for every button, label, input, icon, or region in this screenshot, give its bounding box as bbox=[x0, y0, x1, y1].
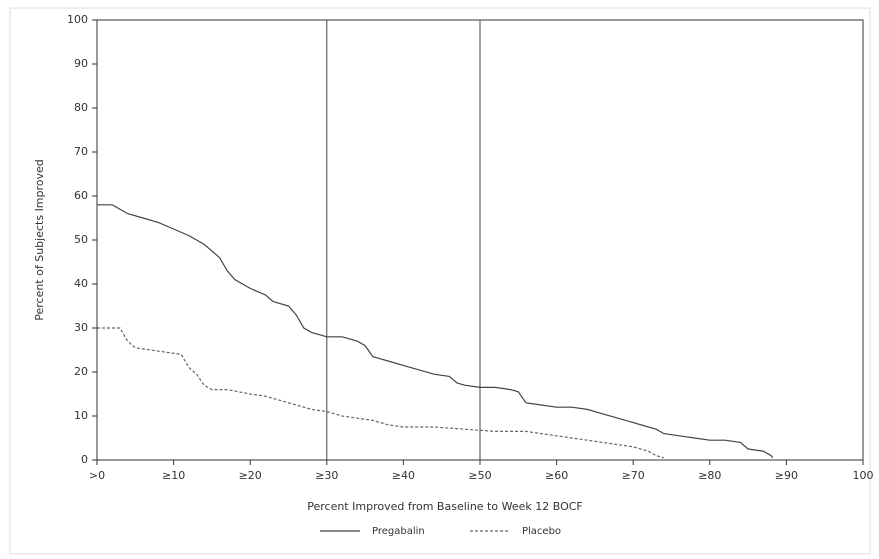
y-tick-label: 50 bbox=[74, 233, 88, 246]
y-tick-label: 30 bbox=[74, 321, 88, 334]
y-tick-label: 90 bbox=[74, 57, 88, 70]
y-tick-label: 20 bbox=[74, 365, 88, 378]
x-tick-label: >0 bbox=[89, 469, 105, 482]
x-tick-label: ≥20 bbox=[239, 469, 262, 482]
y-tick-label: 80 bbox=[74, 101, 88, 114]
legend-label: Placebo bbox=[522, 526, 561, 537]
series-line bbox=[97, 204, 774, 459]
series-line bbox=[97, 327, 665, 459]
y-tick-label: 70 bbox=[74, 145, 88, 158]
y-tick-label: 0 bbox=[81, 453, 88, 466]
x-tick-label: ≥60 bbox=[545, 469, 568, 482]
frame bbox=[9, 7, 871, 555]
x-tick-label: ≥30 bbox=[315, 469, 338, 482]
x-tick-label: ≥70 bbox=[622, 469, 645, 482]
x-tick-label: ≥10 bbox=[162, 469, 185, 482]
x-axis-label: Percent Improved from Baseline to Week 1… bbox=[307, 500, 583, 513]
x-tick-label: ≥50 bbox=[468, 469, 491, 482]
legend-label: Pregabalin bbox=[372, 526, 425, 537]
y-axis-label: Percent of Subjects Improved bbox=[33, 159, 46, 321]
y-tick-label: 10 bbox=[74, 409, 88, 422]
y-tick-label: 100 bbox=[67, 13, 88, 26]
x-tick-label: 100 bbox=[853, 469, 874, 482]
y-tick-label: 60 bbox=[74, 189, 88, 202]
x-tick-label: ≥90 bbox=[775, 469, 798, 482]
x-tick-label: ≥40 bbox=[392, 469, 415, 482]
x-tick-label: ≥80 bbox=[698, 469, 721, 482]
y-tick-label: 40 bbox=[74, 277, 88, 290]
